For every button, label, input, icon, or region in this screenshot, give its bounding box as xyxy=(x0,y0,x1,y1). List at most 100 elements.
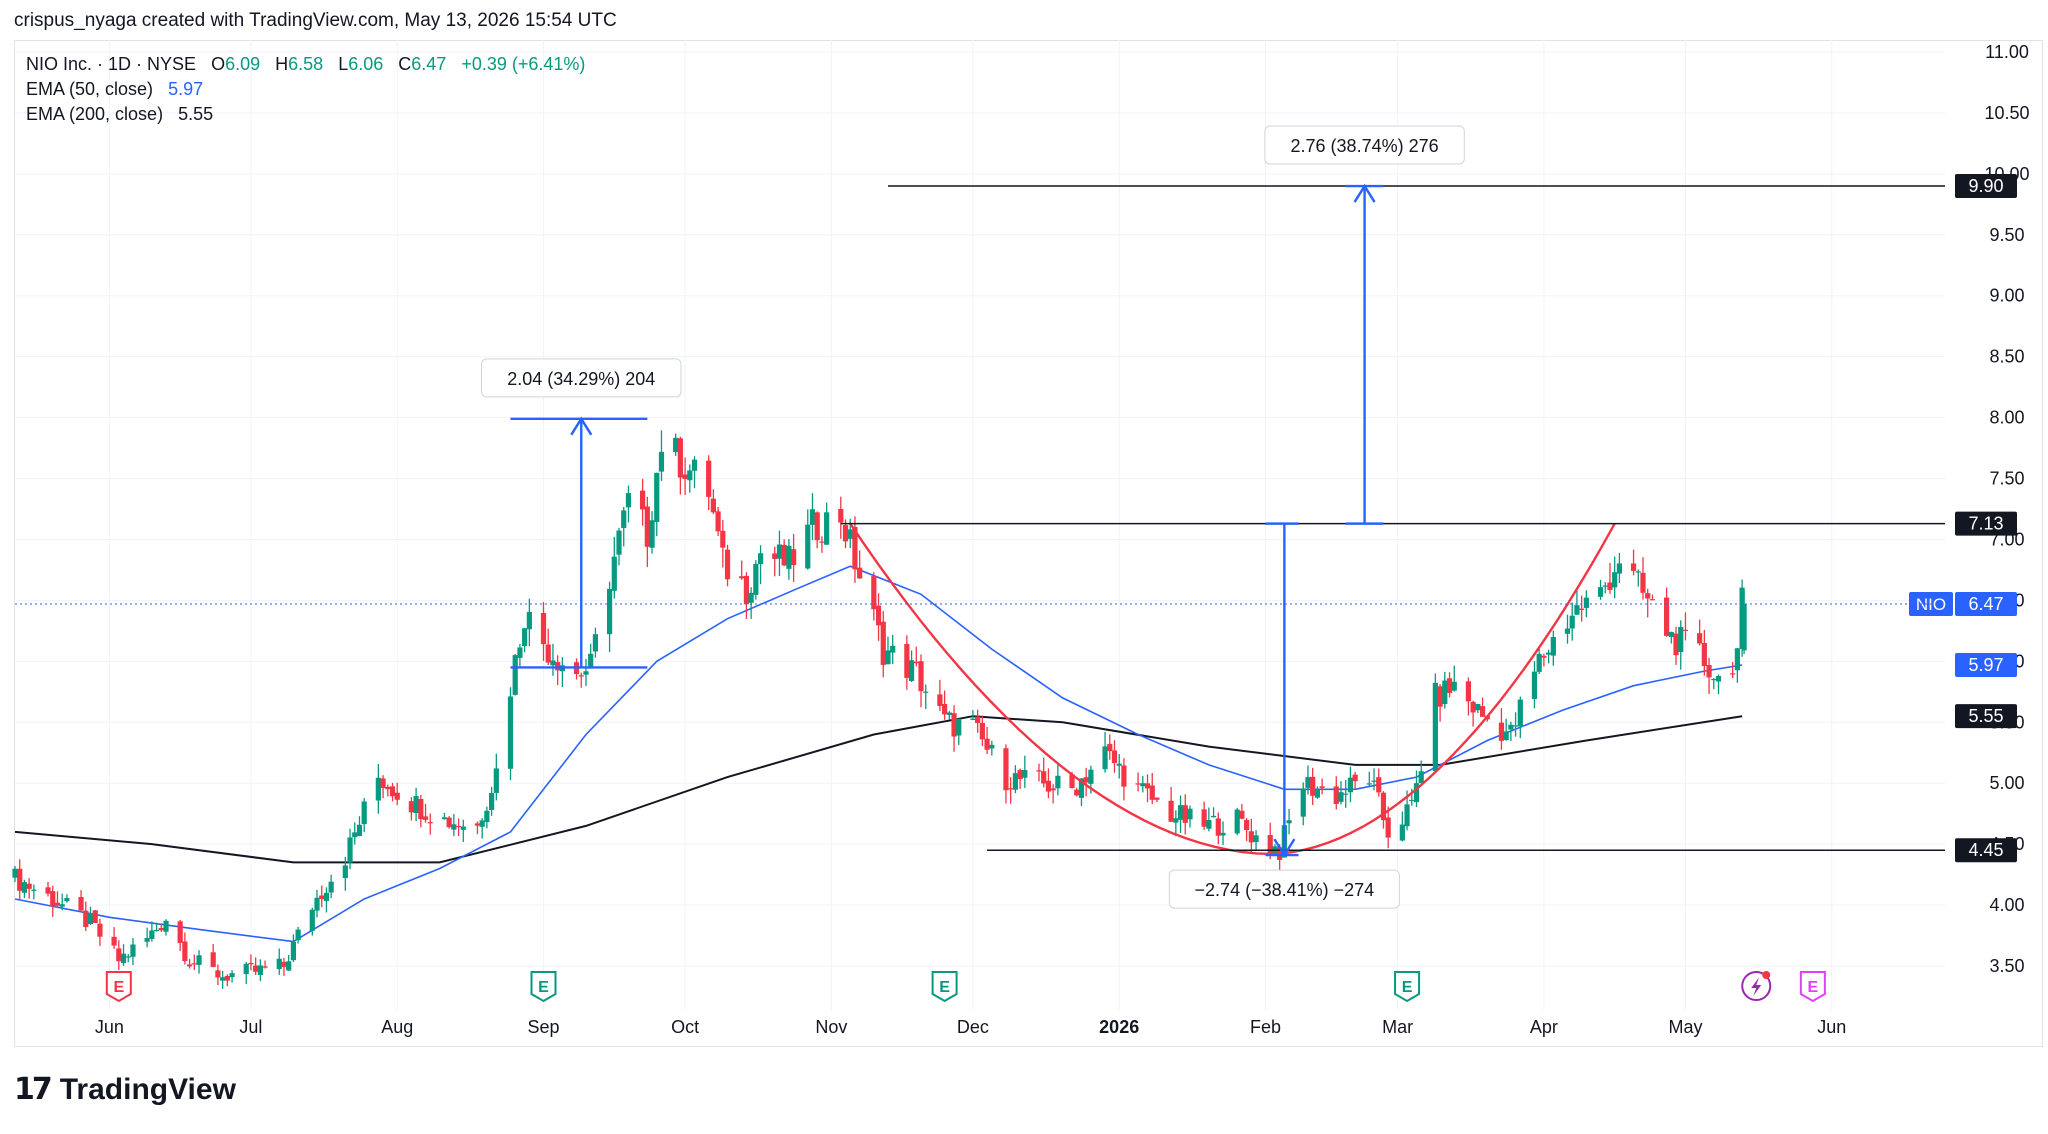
event-marker[interactable] xyxy=(1741,971,1772,1001)
candle xyxy=(1512,712,1519,737)
candle-body xyxy=(720,530,726,548)
candle-body xyxy=(352,832,358,838)
candle-body xyxy=(83,910,89,927)
chart-legend[interactable]: NIO Inc. · 1D · NYSE O6.09 H6.58 L6.06 C… xyxy=(26,52,585,127)
candle xyxy=(182,932,188,965)
candle xyxy=(1678,620,1684,670)
earnings-icon xyxy=(105,971,132,1003)
candle-body xyxy=(1154,797,1160,800)
candle-body xyxy=(1409,799,1415,802)
candle-body xyxy=(724,549,731,580)
candle xyxy=(191,954,197,970)
candle-body xyxy=(59,904,65,907)
candle-body xyxy=(673,437,679,453)
earnings-label: E xyxy=(538,979,549,996)
candle xyxy=(1376,768,1382,797)
candle-body xyxy=(1333,786,1339,804)
measure-tool[interactable]: 2.04 (34.29%) 204 xyxy=(481,358,682,669)
price-tick-label: 3.50 xyxy=(1989,956,2024,976)
candle xyxy=(512,654,518,696)
candle-body xyxy=(1536,653,1542,672)
earnings-icon xyxy=(931,971,958,1003)
candle-body xyxy=(1673,633,1679,656)
candle xyxy=(1734,647,1740,683)
candle xyxy=(196,950,202,974)
candle-body xyxy=(640,490,646,510)
close-label: C xyxy=(398,54,412,74)
candle xyxy=(1437,684,1443,722)
candle xyxy=(1244,818,1250,842)
candle xyxy=(116,940,122,971)
candle xyxy=(342,856,348,891)
earnings-marker[interactable]: E xyxy=(530,971,557,1003)
candle xyxy=(1550,630,1556,666)
candle xyxy=(1074,787,1080,797)
candle xyxy=(682,457,688,496)
candle xyxy=(1385,806,1391,849)
candle-body xyxy=(1244,819,1250,830)
price-axis[interactable]: 11.0010.5010.009.509.008.508.007.507.006… xyxy=(1909,42,2030,976)
candle xyxy=(87,906,94,926)
ema200-row[interactable]: EMA (200, close) 5.55 xyxy=(26,102,585,127)
candle-body xyxy=(1220,832,1226,836)
price-chart[interactable]: 2.04 (34.29%) 204 −2.74 (−38.41%) −274 2.7… xyxy=(0,0,2048,1060)
candle-body xyxy=(17,868,23,891)
time-tick-label: Mar xyxy=(1382,1017,1413,1037)
candle xyxy=(1177,795,1184,833)
candle xyxy=(857,550,863,579)
earnings-marker[interactable]: E xyxy=(1799,971,1826,1003)
candle-body xyxy=(1701,642,1707,666)
measure-label-box xyxy=(1264,125,1465,165)
measure-tool[interactable]: −2.74 (−38.41%) −274 xyxy=(1168,522,1400,909)
ema50-row[interactable]: EMA (50, close) 5.97 xyxy=(26,77,585,102)
candle-body xyxy=(1144,783,1151,789)
candle xyxy=(1305,765,1311,795)
measure-tool[interactable]: 2.76 (38.74%) 276 xyxy=(1264,125,1465,525)
candle-body xyxy=(191,963,197,965)
price-tag-box xyxy=(1955,704,2017,729)
candle xyxy=(691,456,698,489)
candle-body xyxy=(380,778,386,788)
candle-body xyxy=(182,941,188,962)
chart-frame[interactable] xyxy=(14,40,2043,1047)
candle-body xyxy=(1541,655,1547,658)
earnings-marker[interactable]: E xyxy=(105,971,132,1003)
price-tag-label: 4.45 xyxy=(1968,840,2003,860)
candle-body xyxy=(1041,771,1047,784)
candle-body xyxy=(885,650,891,665)
candle xyxy=(1055,763,1061,796)
earnings-marker[interactable]: E xyxy=(931,971,958,1003)
candle xyxy=(724,544,731,587)
candle-body xyxy=(1503,731,1509,741)
tradingview-logo[interactable]: 17 TradingView xyxy=(14,1072,236,1107)
candle xyxy=(1300,782,1306,826)
candle xyxy=(1475,703,1481,714)
candle xyxy=(177,920,183,951)
candle xyxy=(1111,740,1118,773)
candle-body xyxy=(625,493,632,508)
candle-body xyxy=(1300,788,1306,817)
candle xyxy=(253,957,259,975)
candle-body xyxy=(1107,743,1113,752)
candle-body xyxy=(1055,775,1061,789)
candle xyxy=(937,679,943,712)
candle xyxy=(295,926,301,944)
earnings-label: E xyxy=(1808,979,1819,996)
candle-body xyxy=(1451,681,1457,691)
candle-body xyxy=(1663,597,1670,636)
tv-brand-name: TradingView xyxy=(59,1072,236,1106)
candle xyxy=(389,782,396,802)
notification-dot xyxy=(1762,971,1771,979)
candle xyxy=(918,654,924,708)
candle xyxy=(186,959,193,969)
candle xyxy=(484,806,490,829)
candle xyxy=(1564,614,1571,644)
candle xyxy=(743,572,750,619)
candle xyxy=(1371,768,1377,791)
candle-body xyxy=(706,460,712,497)
candle xyxy=(1102,732,1108,773)
candle-body xyxy=(871,576,877,610)
earnings-marker[interactable]: E xyxy=(1394,971,1421,1003)
candle-body xyxy=(1550,637,1556,656)
candle-body xyxy=(1069,774,1075,788)
